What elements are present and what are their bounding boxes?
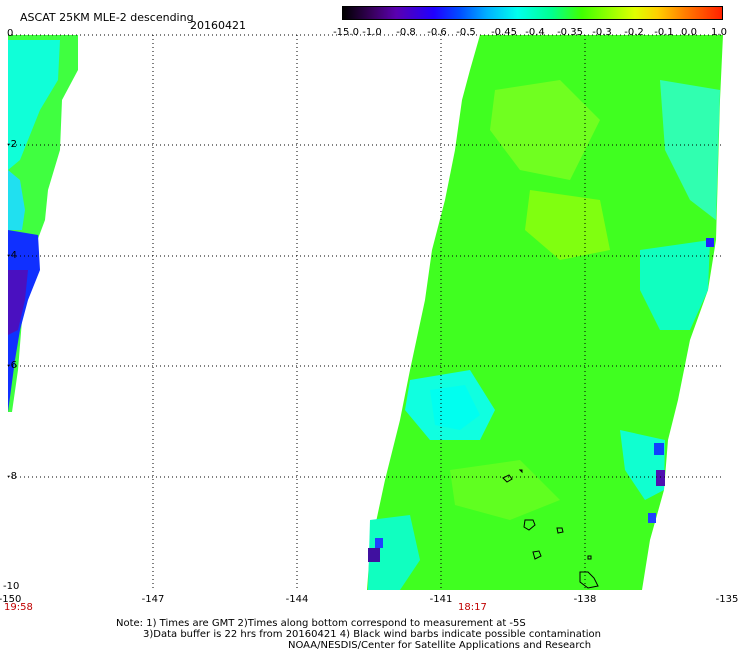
main-swath — [367, 35, 723, 590]
map-title: ASCAT 25KM MLE-2 descending — [20, 11, 194, 24]
footer-note-1: Note: 1) Times are GMT 2)Times along bot… — [116, 618, 526, 629]
colorbar-label: -0.2 — [624, 27, 644, 38]
colorbar-label: 0.0 — [681, 27, 697, 38]
colorbar-label: -0.8 — [396, 27, 416, 38]
colorbar-label: -0.45 — [491, 27, 517, 38]
lat-label: -2 — [7, 139, 17, 150]
colorbar — [342, 6, 723, 20]
colorbar-label: -0.3 — [592, 27, 612, 38]
colorbar-label: -0.4 — [525, 27, 545, 38]
colorbar-label: -0.6 — [427, 27, 447, 38]
graticule — [8, 34, 723, 590]
lat-label: -10 — [3, 581, 20, 592]
lat-label: -8 — [7, 471, 17, 482]
island-outlines — [502, 469, 599, 589]
colorbar-label: 1.0 — [711, 27, 727, 38]
time-label: 18:17 — [458, 602, 487, 613]
colorbar-label: -0.5 — [456, 27, 476, 38]
lon-label: -147 — [141, 594, 165, 605]
lon-label: -135 — [715, 594, 739, 605]
western-swath — [8, 35, 78, 412]
colorbar-label: -0.35 — [557, 27, 583, 38]
lon-label: -150 — [0, 594, 22, 605]
lon-label: -144 — [285, 594, 309, 605]
lat-label: -4 — [7, 250, 17, 261]
footer-credit: NOAA/NESDIS/Center for Satellite Applica… — [288, 640, 592, 651]
lon-label: -138 — [573, 594, 597, 605]
map-date: 20160421 — [190, 19, 246, 32]
lat-label: -6 — [7, 360, 17, 371]
footer-note-2: 3)Data buffer is 22 hrs from 20160421 4)… — [143, 629, 601, 640]
colorbar-label: -15.0 — [333, 27, 359, 38]
colorbar-label: -1.0 — [362, 27, 382, 38]
lon-label: -141 — [429, 594, 453, 605]
lat-label: 0 — [7, 28, 14, 39]
time-label: 19:58 — [4, 602, 33, 613]
colorbar-label: -0.1 — [654, 27, 674, 38]
